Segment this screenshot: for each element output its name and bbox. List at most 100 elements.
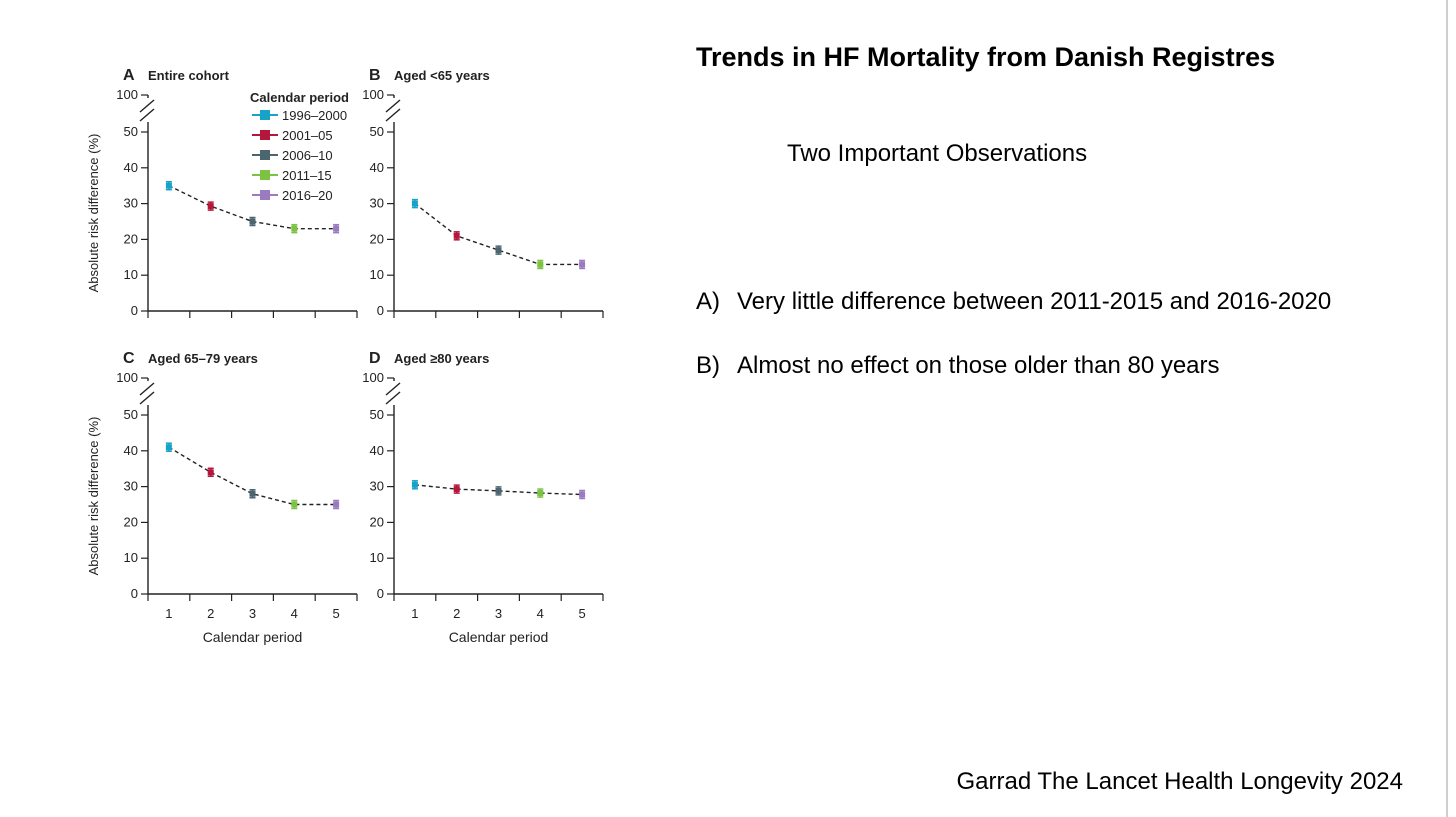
panel-d: D Aged ≥80 years 0 10 20 30 40 50 100 1 2 3 4 5 Calend… [362, 350, 604, 645]
panel-d-data-point [453, 484, 460, 494]
panel-a-y-tick-label: 40 [124, 160, 138, 175]
panel-b-point-marker [453, 232, 460, 239]
panel-a-y-label: Absolute risk difference (%) [86, 134, 101, 293]
panel-c-point-marker [207, 469, 214, 476]
panel-a-data-point [291, 223, 298, 234]
legend-label: 1996–2000 [282, 108, 347, 123]
panel-c-point-marker [165, 444, 172, 451]
panel-d-x-tick-label: 2 [453, 606, 460, 621]
panel-b-y-tick-label: 20 [370, 231, 384, 246]
panel-a-title: Entire cohort [148, 68, 230, 83]
observation-a-text: Very little difference between 2011-2015… [737, 288, 1332, 315]
panel-b-y-tick-label: 10 [370, 267, 384, 282]
panel-c-x-label: Calendar period [203, 629, 303, 645]
legend-label: 2016–20 [282, 188, 333, 203]
panel-c-y-tick-label: 30 [124, 479, 138, 494]
observation-a-marker: A) [696, 288, 720, 315]
panel-b-data-point [537, 259, 544, 270]
panel-c-axis-break-mark [139, 382, 155, 396]
panel-d-axis-break-mark [385, 382, 401, 396]
citation: Garrad The Lancet Health Longevity 2024 [956, 768, 1403, 795]
panel-a: A Entire cohort 0 10 20 30 40 50 100 Absolute ris… [86, 67, 358, 318]
panel-b-point-marker [411, 200, 418, 207]
panel-d-x-label: Calendar period [449, 629, 549, 645]
panel-c-title: Aged 65–79 years [148, 351, 258, 366]
slide-edge [1446, 0, 1448, 817]
panel-c: C Aged 65–79 years 0 10 20 30 40 50 100 1 2 3 4 5 Cale… [86, 350, 358, 645]
panel-b-axis-break-mark [385, 108, 401, 122]
panel-d-data-point [579, 489, 586, 500]
legend: Calendar period 1996–2000 2001–05 2006–10 20… [250, 90, 349, 203]
observation-b: B) Almost no effect on those older than 8… [696, 351, 1436, 381]
panel-d-y-tick-label: 100 [362, 370, 384, 385]
panel-c-x-tick-label: 1 [165, 606, 172, 621]
panel-a-point-marker [249, 218, 256, 225]
panel-c-data-point [165, 442, 172, 452]
panel-b-title: Aged <65 years [394, 68, 490, 83]
panel-d-y-tick-label: 0 [377, 586, 384, 601]
panel-d-point-marker [579, 491, 586, 498]
panel-a-data-point [165, 180, 172, 191]
panel-c-axis-break-mark [139, 391, 155, 405]
panel-c-x-tick-label: 3 [249, 606, 256, 621]
panel-c-x-tick-label: 5 [332, 606, 339, 621]
panel-b-point-marker [495, 247, 502, 254]
panel-b-y-tick-label: 0 [377, 303, 384, 318]
panel-b-trend-line [414, 203, 583, 266]
panel-a-point-marker [291, 225, 298, 232]
panel-c-y-label: Absolute risk difference (%) [86, 417, 101, 576]
panel-c-point-marker [249, 490, 256, 497]
panel-a-point-marker [165, 182, 172, 189]
legend-swatch [260, 130, 270, 140]
panel-d-x-tick-label: 4 [537, 606, 544, 621]
panel-c-data-point [249, 489, 256, 499]
panel-d-data-point [411, 480, 418, 490]
panel-a-y-tick-label: 0 [131, 303, 138, 318]
legend-item: 2001–05 [252, 128, 333, 143]
panel-c-point-marker [333, 501, 340, 508]
panel-c-y-tick-label: 20 [124, 514, 138, 529]
panel-d-x-tick-label: 3 [495, 606, 502, 621]
panel-a-y-tick-label: 20 [124, 231, 138, 246]
legend-swatch [260, 190, 270, 200]
panel-c-y-tick-label: 0 [131, 586, 138, 601]
observation-b-marker: B) [696, 352, 720, 379]
legend-label: 2006–10 [282, 148, 333, 163]
panel-d-point-marker [411, 481, 418, 488]
observation-b-text: Almost no effect on those older than 80 … [737, 352, 1220, 379]
panel-c-y-tick-label: 100 [116, 370, 138, 385]
legend-item: 2016–20 [252, 188, 333, 203]
panel-d-y-tick-label: 50 [370, 407, 384, 422]
panel-c-point-marker [291, 501, 298, 508]
panel-b-y-tick-label: 40 [370, 160, 384, 175]
panel-b-data-point [579, 259, 586, 270]
panel-b-y-tick-label: 50 [370, 124, 384, 139]
panel-c-y-tick-label: 10 [124, 550, 138, 565]
slide-title: Trends in HF Mortality from Danish Regis… [696, 42, 1276, 72]
legend-label: 2011–15 [282, 168, 332, 183]
legend-item: 2006–10 [252, 148, 333, 163]
panel-b-data-point [495, 245, 502, 255]
panel-d-y-tick-label: 30 [370, 479, 384, 494]
panel-d-letter: D [369, 350, 381, 367]
panel-d-title: Aged ≥80 years [394, 351, 489, 366]
panel-d-x-tick-label: 5 [578, 606, 585, 621]
panel-b-axis-break-mark [385, 99, 401, 113]
observation-a: A) Very little difference between 2011-20… [696, 287, 1436, 317]
panel-b: B Aged <65 years 0 10 20 30 40 50 100 [362, 67, 604, 318]
legend-swatch [260, 110, 270, 120]
panel-c-data-point [291, 499, 298, 510]
panel-d-data-point [495, 486, 502, 496]
panel-b-data-point [411, 198, 418, 209]
panel-d-axis-break-mark [385, 391, 401, 405]
panel-d-trend-line [414, 484, 583, 496]
panel-d-data-point [537, 488, 544, 498]
panel-b-y-tick-label: 30 [370, 196, 384, 211]
panel-a-data-point [333, 223, 340, 234]
figure-panels: A Entire cohort 0 10 20 30 40 50 100 Absolute ris… [0, 0, 660, 680]
legend-swatch [260, 150, 270, 160]
panel-c-letter: C [123, 350, 135, 367]
panel-d-y-tick-label: 20 [370, 514, 384, 529]
panel-c-x-tick-label: 2 [207, 606, 214, 621]
legend-label: 2001–05 [282, 128, 333, 143]
